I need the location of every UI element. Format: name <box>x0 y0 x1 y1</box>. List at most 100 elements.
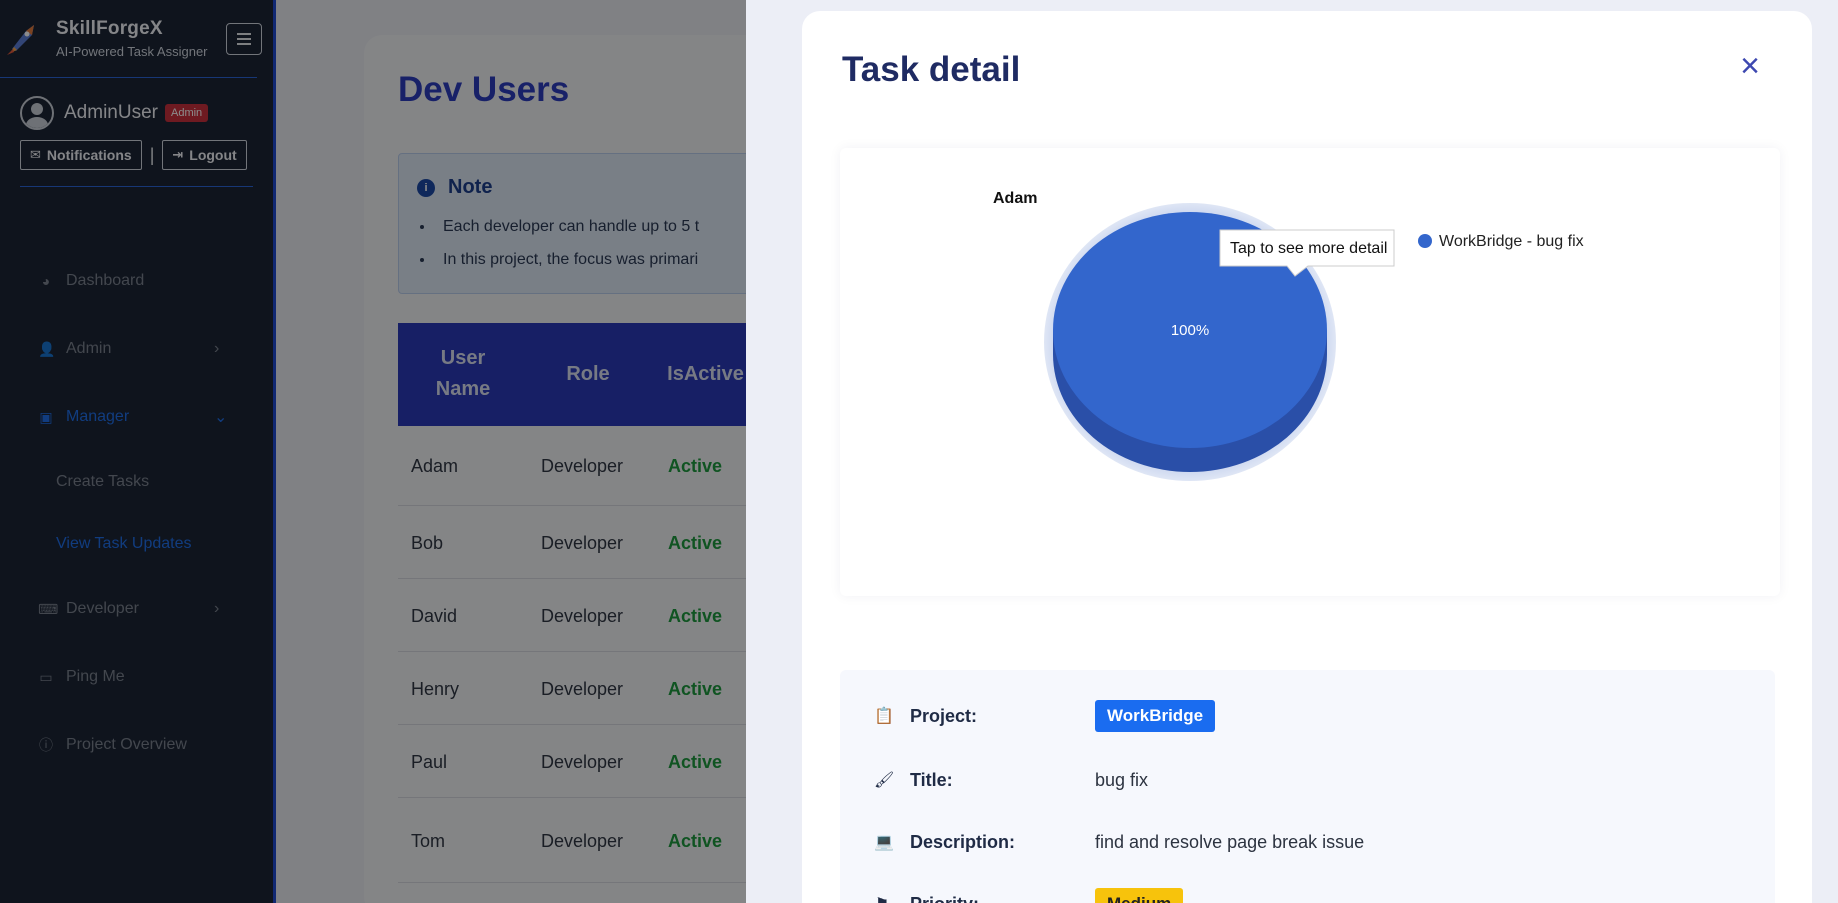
page-title: Dev Users <box>398 70 570 109</box>
project-label: Project: <box>910 705 978 726</box>
notifications-label: Notifications <box>46 147 132 163</box>
cell-name: Bob <box>411 533 444 553</box>
cell-status: Active <box>668 533 723 553</box>
info-icon: i <box>417 178 435 197</box>
notifications-button[interactable]: ✉ Notifications <box>20 140 142 170</box>
sidebar-item-label: Project Overview <box>66 736 187 753</box>
cell-name: Henry <box>411 679 460 699</box>
col-isactive[interactable]: IsActive <box>667 363 744 385</box>
laptop-icon: 💻 <box>874 834 894 851</box>
title-row: 🖌 Title: bug fix <box>874 764 1148 796</box>
cell-status: Active <box>668 456 723 476</box>
user-lock-icon: 👤 <box>38 340 56 357</box>
cell-role: Developer <box>541 533 624 553</box>
sidebar-item-label: Admin <box>66 340 112 357</box>
role-badge: Admin <box>164 104 209 122</box>
brand-subtitle: AI-Powered Task Assigner <box>56 44 208 59</box>
chevron-right-icon: › <box>214 340 220 357</box>
briefcase-icon: ▣ <box>39 408 53 425</box>
sidebar-nav: ◕ Dashboard 👤 Admin › ▣ Manager ⌄ Create… <box>0 247 273 779</box>
logout-icon: ⇥ <box>172 147 184 162</box>
table-row[interactable]: Bob Developer Active <box>398 506 958 579</box>
cell-role: Developer <box>541 752 624 772</box>
cell-role: Developer <box>541 606 624 626</box>
brand-title: SkillForgeX <box>56 18 163 39</box>
sidebar-item-admin[interactable]: 👤 Admin › <box>0 315 273 383</box>
priority-badge: Medium <box>1095 888 1184 903</box>
panel-title: Task detail <box>842 50 1021 89</box>
table-row[interactable]: Henry Developer Active <box>398 652 958 725</box>
laptop-code-icon: ⌨ <box>38 600 59 617</box>
pie-data-label: 100% <box>1171 322 1209 339</box>
chart-tooltip-text: Tap to see more detail <box>1230 240 1387 257</box>
title-value: bug fix <box>1095 769 1149 790</box>
chart-card: Adam 100% WorkBridge - bug fix Tap to se… <box>840 148 1780 596</box>
username: AdminUser <box>64 102 158 123</box>
project-row: 📋 Project: WorkBridge <box>874 700 1216 732</box>
menu-toggle-button[interactable] <box>226 23 262 55</box>
brand: SkillForgeX AI-Powered Task Assigner <box>0 0 257 78</box>
modal-backdrop[interactable] <box>0 0 746 903</box>
cell-status: Active <box>668 752 723 772</box>
chart-title: Adam <box>993 190 1037 207</box>
info-circle-icon: ⓘ <box>39 737 53 753</box>
description-label: Description: <box>910 831 1016 852</box>
task-info-card <box>840 670 1775 903</box>
sidebar-item-label: Manager <box>66 408 130 425</box>
pie-chart: Adam 100% WorkBridge - bug fix Tap to se… <box>993 190 1584 481</box>
cell-status: Active <box>668 831 723 851</box>
pie-slice[interactable] <box>1053 212 1327 448</box>
close-icon[interactable]: × <box>1740 47 1760 85</box>
rocket-logo-icon <box>4 19 44 59</box>
project-badge: WorkBridge <box>1095 700 1216 732</box>
hamburger-icon-bar <box>237 33 251 35</box>
sidebar-item-label: Dashboard <box>66 272 145 289</box>
chevron-down-icon: ⌄ <box>214 409 228 426</box>
note-item: Each developer can handle up to 5 t <box>435 218 699 236</box>
table-row[interactable]: David Developer Active <box>398 579 958 652</box>
cell-status: Active <box>668 606 723 626</box>
logout-label: Logout <box>189 147 237 163</box>
sidebar-item-label: Create Tasks <box>56 473 150 490</box>
table-row[interactable]: Adam Developer Active <box>398 426 958 506</box>
cell-name: David <box>411 606 458 626</box>
sidebar: SkillForgeX AI-Powered Task Assigner Adm… <box>0 0 276 903</box>
cell-role: Developer <box>541 456 624 476</box>
col-user-name-line2: Name <box>435 378 491 400</box>
cell-role: Developer <box>541 831 624 851</box>
note-title: Note <box>448 176 493 198</box>
table-row[interactable]: Tom Developer Active <box>398 798 958 883</box>
hamburger-icon-bar <box>237 38 251 40</box>
message-icon: ▭ <box>39 668 53 685</box>
legend-label[interactable]: WorkBridge - bug fix <box>1439 233 1584 250</box>
title-label: Title: <box>910 769 953 790</box>
legend-marker <box>1418 234 1432 248</box>
sidebar-item-label: Ping Me <box>66 668 125 685</box>
priority-row: ⚑ Priority: Medium <box>874 888 1184 903</box>
cell-role: Developer <box>541 679 624 699</box>
note-item: In this project, the focus was primari <box>435 251 699 269</box>
sidebar-item-create-tasks[interactable]: Create Tasks <box>0 451 273 513</box>
cell-status: Active <box>668 679 723 699</box>
envelope-icon: ✉ <box>30 147 41 162</box>
sidebar-item-dashboard[interactable]: ◕ Dashboard <box>0 247 273 315</box>
chevron-right-icon: › <box>214 600 220 617</box>
clipboard-icon: 📋 <box>874 708 894 725</box>
col-role[interactable]: Role <box>566 363 610 385</box>
table-row[interactable]: Paul Developer Active <box>398 725 958 798</box>
sidebar-item-ping-me[interactable]: ▭ Ping Me <box>0 643 273 711</box>
chart-tooltip-box <box>1219 229 1395 277</box>
description-row: 💻 Description: find and resolve page bre… <box>874 826 1364 858</box>
logout-button[interactable]: ⇥ Logout <box>162 140 247 170</box>
sidebar-item-developer[interactable]: ⌨ Developer › <box>0 575 273 643</box>
sidebar-item-manager[interactable]: ▣ Manager ⌄ <box>0 383 273 451</box>
sidebar-item-project-overview[interactable]: ⓘ Project Overview <box>0 711 273 779</box>
flag-icon: ⚑ <box>874 894 890 903</box>
priority-label: Priority: <box>910 894 1095 903</box>
cell-name: Paul <box>411 752 448 772</box>
gauge-icon: ◕ <box>41 273 51 289</box>
hamburger-icon-bar <box>237 43 251 45</box>
sidebar-item-view-task-updates[interactable]: View Task Updates <box>0 513 273 575</box>
col-user-name[interactable]: User Name <box>398 343 528 405</box>
separator: | <box>149 144 155 165</box>
